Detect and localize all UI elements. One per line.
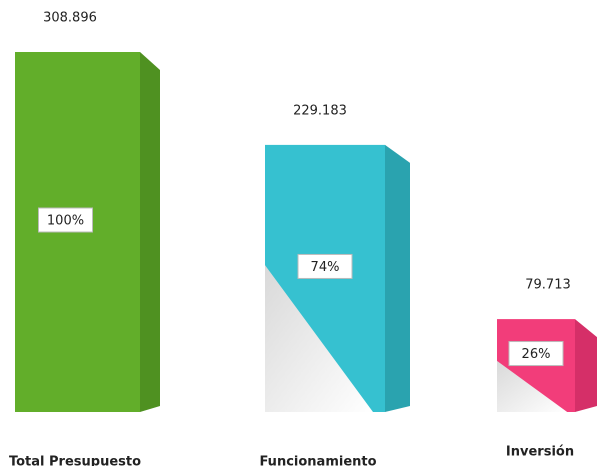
value-label: 229.183 [293,103,347,118]
percent-label: 74% [311,260,340,275]
bar-side [140,52,160,412]
percent-label: 26% [522,347,551,362]
percent-label: 100% [47,214,84,229]
x-tick-label: Funcionamiento [259,455,376,466]
value-label: 79.713 [525,278,571,293]
percent-box [508,341,564,367]
bar-side [385,144,410,412]
percent-box [38,207,93,233]
bar-shade [497,360,568,412]
value-label: 308.896 [43,11,97,26]
bar-side [575,319,597,412]
x-tick-label: Total Presupuesto [9,455,141,466]
x-tick-label: Inversión [506,445,574,460]
percent-box [297,253,353,279]
bar-shade [265,265,373,412]
